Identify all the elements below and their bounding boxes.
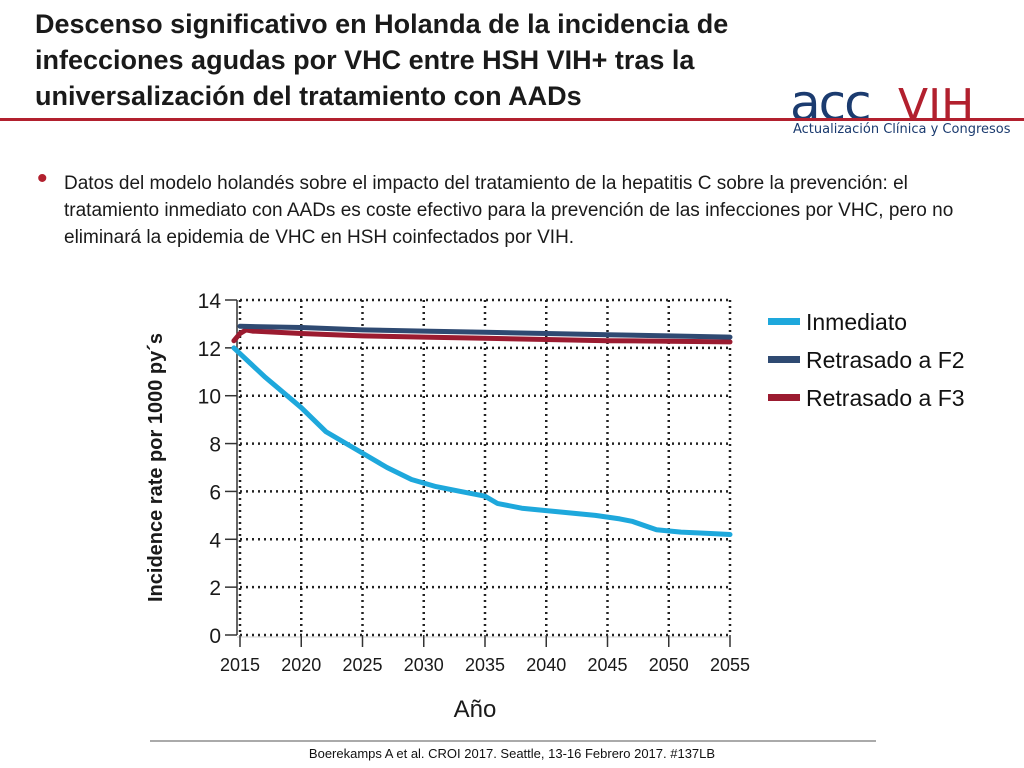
bullet-marker: •	[37, 162, 48, 195]
slide-title: Descenso significativo en Holanda de la …	[35, 9, 729, 111]
title-divider	[0, 118, 1024, 121]
y-tick-label: 2	[209, 577, 221, 600]
legend-swatch	[768, 318, 800, 325]
y-tick-label: 14	[198, 290, 222, 313]
y-tick-label: 6	[209, 481, 221, 504]
x-tick-label: 2045	[587, 655, 627, 675]
chart-series	[231, 323, 733, 537]
chart-grid	[238, 298, 732, 637]
logo-vih-text: VIH	[898, 80, 974, 131]
y-tick-label: 4	[209, 529, 221, 552]
legend-label: Inmediato	[806, 309, 908, 335]
legend-swatch	[768, 356, 800, 363]
logo-acc-text: acc	[790, 80, 870, 132]
footer-divider	[150, 740, 876, 742]
chart-axes: 0 2 4 6 8 10 12 14 2015 2020 2025 2030 2035 2040 2045 2…	[198, 290, 750, 675]
series-line-inmediato	[231, 345, 733, 537]
x-tick-label: 2030	[404, 655, 444, 675]
x-axis-label: Año	[454, 696, 497, 720]
legend-label: Retrasado a F2	[806, 347, 965, 373]
series-line-retrasado-a-f2	[237, 323, 733, 340]
y-tick-label: 8	[209, 434, 221, 457]
y-axis-label: Incidence rate por 1000 py´s	[145, 333, 167, 602]
x-tick-label: 2025	[342, 655, 382, 675]
incidence-line-chart: 0 2 4 6 8 10 12 14 2015 2020 2025 2030 2035 2040 2045 2…	[145, 290, 750, 720]
legend-swatch	[768, 394, 800, 401]
x-tick-label: 2020	[281, 655, 321, 675]
legend-label: Retrasado a F3	[806, 385, 965, 411]
logo-subtitle: Actualización Clínica y Congresos	[793, 122, 1011, 137]
bullet-text: Datos del modelo holandés sobre el impac…	[64, 173, 954, 248]
x-tick-label: 2055	[710, 655, 750, 675]
series-line-retrasado-a-f3	[231, 327, 733, 345]
x-tick-label: 2050	[649, 655, 689, 675]
x-tick-label: 2035	[465, 655, 505, 675]
citation-footer: Boerekamps A et al. CROI 2017. Seattle, …	[308, 746, 716, 761]
y-tick-label: 12	[198, 338, 221, 361]
y-tick-label: 10	[198, 386, 221, 409]
acc-vih-logo: acc VIH	[790, 80, 974, 132]
x-tick-label: 2015	[220, 655, 260, 675]
y-tick-label: 0	[209, 625, 221, 648]
x-tick-label: 2040	[526, 655, 566, 675]
